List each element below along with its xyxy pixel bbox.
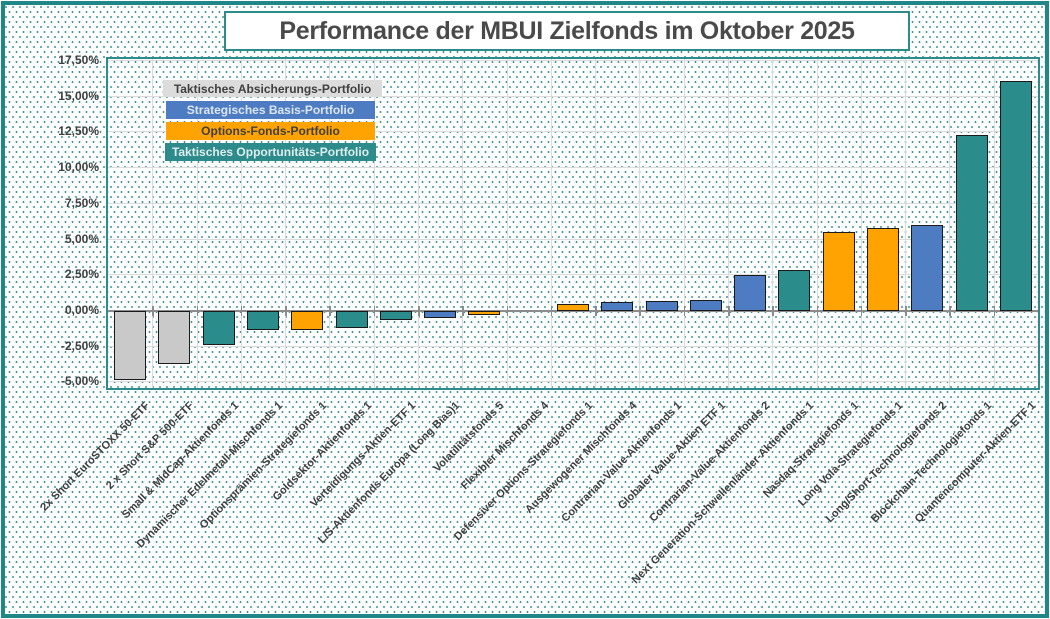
bar-21 bbox=[999, 81, 1032, 311]
y-axis-tick-label: 10,00% bbox=[58, 160, 99, 175]
v-gridline bbox=[772, 59, 774, 388]
legend-item-opportunitaet: Taktisches Opportunitäts-Portfolio bbox=[165, 143, 376, 161]
v-gridline bbox=[860, 59, 862, 388]
bar-13 bbox=[645, 301, 678, 311]
y-axis-tick-label: 7,50% bbox=[64, 195, 99, 210]
chart-title: Performance der MBUI Zielfonds im Oktobe… bbox=[279, 16, 855, 45]
v-gridline bbox=[152, 59, 154, 388]
h-gridline bbox=[108, 167, 1038, 169]
v-gridline bbox=[993, 59, 995, 388]
bar-7 bbox=[379, 311, 412, 320]
bar-9 bbox=[468, 311, 501, 316]
bar-15 bbox=[734, 275, 767, 311]
y-axis-tick-label: 12,50% bbox=[58, 124, 99, 139]
v-gridline bbox=[329, 59, 331, 388]
y-axis-tick-label: 2,50% bbox=[64, 267, 99, 282]
v-gridline bbox=[683, 59, 685, 388]
legend-item-absicherung: Taktisches Absicherungs-Portfolio bbox=[163, 80, 382, 97]
bar-11 bbox=[557, 303, 589, 311]
h-gridline bbox=[108, 131, 1038, 133]
h-gridline bbox=[108, 60, 1038, 61]
bar-6 bbox=[335, 311, 368, 329]
y-axis-tick-label: -5,00% bbox=[60, 374, 99, 389]
legend-item-basis: Strategisches Basis-Portfolio bbox=[166, 101, 375, 119]
bar-4 bbox=[247, 311, 279, 330]
bar-14 bbox=[689, 299, 722, 311]
bar-8 bbox=[424, 311, 457, 319]
v-gridline bbox=[550, 59, 552, 388]
v-gridline bbox=[595, 59, 597, 388]
v-gridline bbox=[373, 59, 375, 388]
v-gridline bbox=[949, 59, 951, 388]
h-gridline bbox=[108, 95, 1038, 97]
bar-17 bbox=[822, 232, 855, 311]
bar-12 bbox=[601, 302, 634, 311]
bar-16 bbox=[778, 269, 811, 311]
bar-20 bbox=[955, 135, 988, 311]
bar-3 bbox=[202, 311, 235, 346]
h-gridline bbox=[108, 345, 1038, 347]
v-gridline bbox=[196, 59, 198, 388]
plot-area bbox=[106, 57, 1040, 390]
bar-18 bbox=[867, 228, 899, 311]
bar-19 bbox=[911, 225, 944, 311]
y-axis-tick-label: 0,00% bbox=[64, 303, 99, 317]
v-gridline bbox=[462, 59, 464, 388]
bar-2 bbox=[158, 311, 191, 364]
h-gridline bbox=[108, 381, 1038, 383]
v-gridline bbox=[639, 59, 641, 388]
v-gridline bbox=[285, 59, 287, 388]
y-axis-tick-label: 17,50% bbox=[58, 53, 99, 67]
h-gridline bbox=[108, 274, 1038, 276]
v-gridline bbox=[506, 59, 508, 388]
v-gridline bbox=[240, 59, 242, 388]
y-axis-tick-label: -2,50% bbox=[60, 338, 99, 353]
chart-title-box: Performance der MBUI Zielfonds im Oktobe… bbox=[224, 11, 910, 51]
v-gridline bbox=[728, 59, 729, 388]
v-gridline bbox=[905, 59, 907, 388]
y-axis-tick-label: 15,00% bbox=[58, 88, 99, 103]
h-gridline bbox=[108, 202, 1038, 204]
v-gridline bbox=[816, 59, 818, 388]
h-gridline bbox=[108, 238, 1038, 240]
legend-item-options: Options-Fonds-Portfolio bbox=[166, 122, 375, 140]
y-axis-tick-label: 5,00% bbox=[64, 231, 99, 246]
bar-5 bbox=[291, 311, 324, 330]
v-gridline bbox=[418, 59, 419, 388]
bar-1 bbox=[114, 311, 147, 380]
zero-axis-line bbox=[108, 310, 1038, 312]
